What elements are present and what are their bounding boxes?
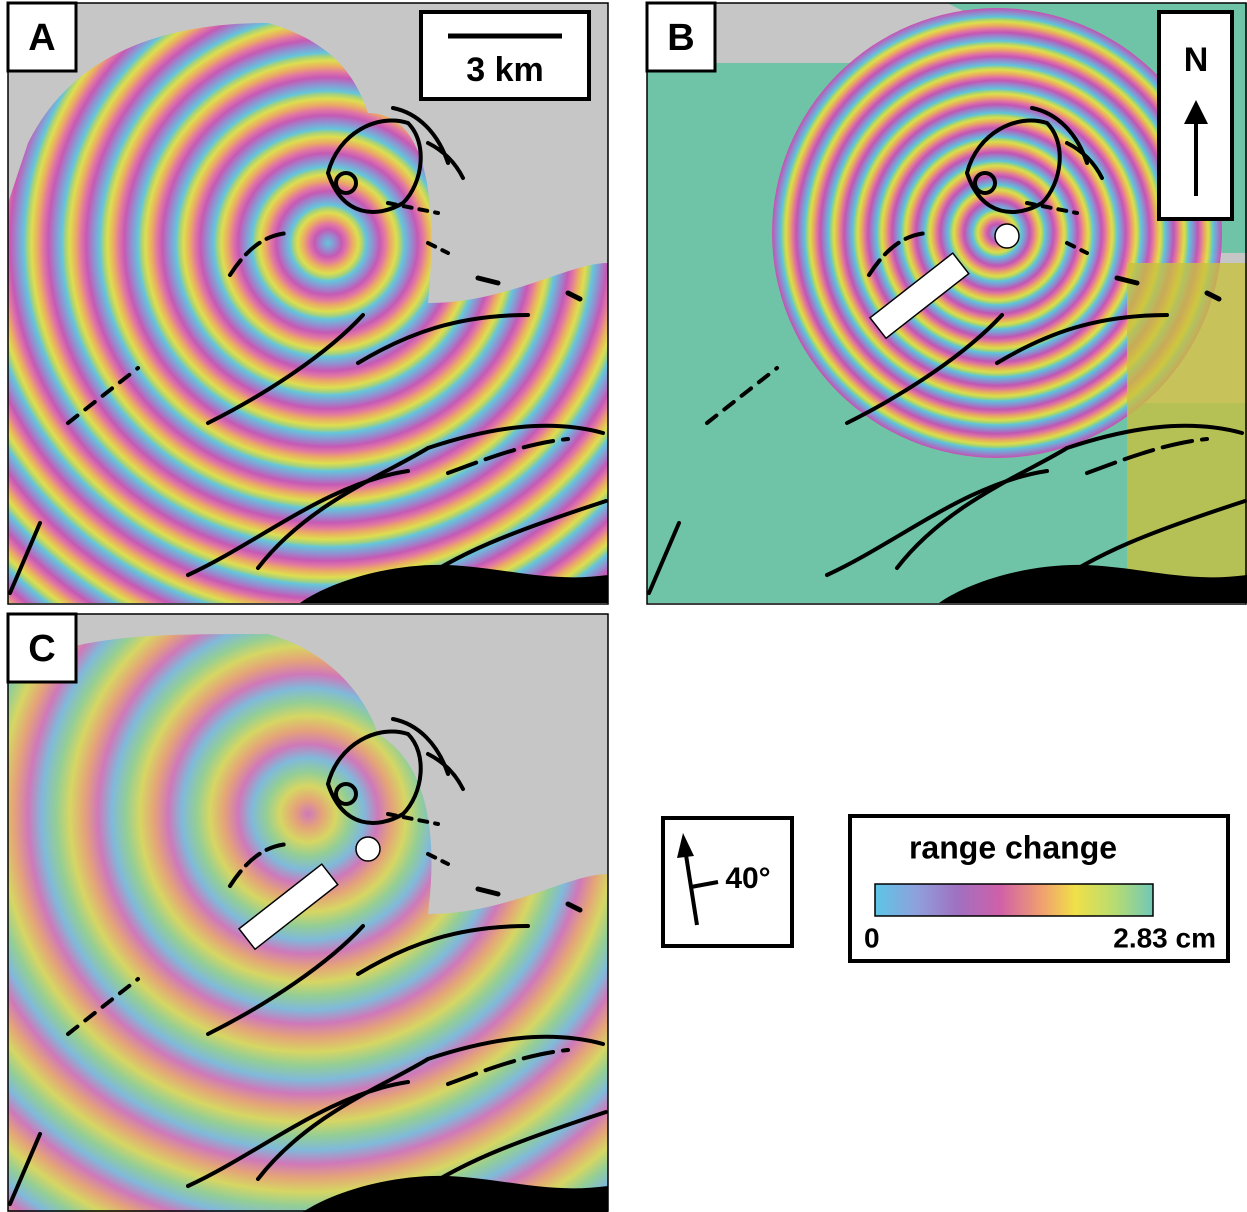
legend-title: range change (909, 829, 1117, 865)
figure: A B C 3 km N 40° range change 0 2.83 cm (0, 0, 1247, 1212)
panel-c (8, 614, 608, 1212)
panel-label: C (28, 628, 55, 670)
point-source (995, 224, 1019, 248)
colorbar (875, 884, 1153, 916)
panel-label: A (28, 17, 55, 59)
point-source (356, 837, 380, 861)
legend-min: 0 (864, 922, 880, 953)
north-label: N (1184, 41, 1209, 79)
panel-label: B (667, 17, 694, 59)
legend-max: 2.83 cm (1113, 922, 1216, 953)
scale-bar-label: 3 km (466, 51, 544, 89)
look-angle: 40° (725, 862, 770, 895)
